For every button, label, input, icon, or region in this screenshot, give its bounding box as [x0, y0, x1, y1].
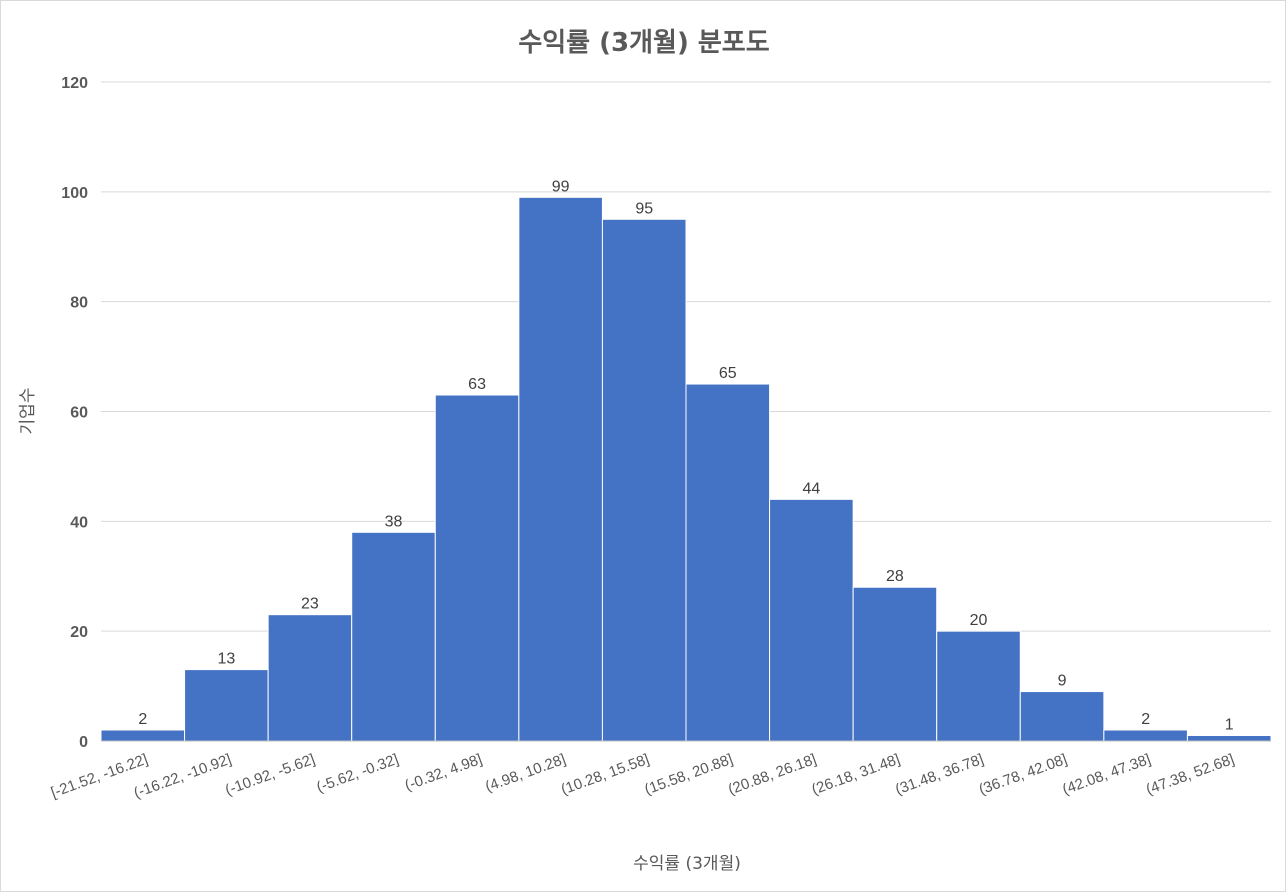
x-tick-label: (47.38, 52.68]	[1144, 751, 1237, 799]
data-label: 28	[886, 568, 904, 585]
x-tick-label: (-10.92, -5.62]	[223, 751, 317, 799]
bar	[936, 630, 1021, 742]
y-axis-ticks: 0 20 40 60 80 100 120	[61, 75, 88, 751]
data-label: 65	[719, 365, 737, 382]
bar	[685, 383, 771, 742]
x-tick-label: (10.28, 15.58]	[559, 751, 652, 799]
y-tick-label: 60	[70, 405, 88, 422]
data-label: 44	[802, 480, 820, 497]
bar	[351, 531, 436, 742]
data-label: 9	[1058, 673, 1067, 690]
data-label: 2	[138, 711, 147, 728]
y-tick-label: 80	[70, 295, 88, 312]
bars	[100, 196, 1272, 742]
y-axis-title: 기업수	[18, 388, 38, 435]
y-tick-label: 100	[61, 185, 88, 202]
data-label: 20	[970, 612, 988, 629]
bar	[601, 218, 687, 742]
data-labels: 2 13 23 38 63 99 95 65 44 28 20 9 2 1	[138, 178, 1233, 733]
y-tick-label: 20	[70, 624, 88, 641]
data-label: 23	[301, 596, 319, 613]
bar	[1019, 691, 1105, 742]
x-tick-label: (42.08, 47.38]	[1060, 751, 1153, 799]
x-tick-label: (15.58, 20.88]	[642, 751, 735, 799]
x-tick-label: (26.18, 31.48]	[809, 751, 902, 799]
data-label: 13	[217, 651, 235, 668]
y-tick-label: 120	[61, 75, 88, 92]
chart-title: 수익률 (3개월) 분포도	[518, 28, 769, 58]
data-label: 38	[385, 513, 403, 530]
x-tick-label: (4.98, 10.28]	[483, 751, 568, 796]
bar	[434, 394, 520, 742]
x-tick-label: (-5.62, -0.32]	[314, 751, 401, 796]
y-tick-label: 0	[79, 734, 88, 751]
bar	[518, 196, 603, 742]
x-tick-label: (20.88, 26.18]	[726, 751, 819, 799]
data-label: 63	[468, 376, 486, 393]
bar	[769, 498, 854, 742]
bar	[1103, 729, 1188, 742]
bar	[1186, 735, 1272, 742]
x-tick-label: (31.48, 36.78]	[893, 751, 986, 799]
data-label: 99	[552, 178, 570, 195]
data-label: 2	[1141, 711, 1150, 728]
x-axis-ticks: [-21.52, -16.22](-16.22, -10.92](-10.92,…	[49, 751, 1237, 802]
x-tick-label: (36.78, 42.08]	[977, 751, 1070, 799]
x-tick-label: (-0.32, 4.98]	[403, 751, 485, 795]
bar	[852, 586, 938, 742]
bar	[100, 729, 186, 742]
data-label: 95	[635, 200, 653, 217]
data-label: 1	[1225, 717, 1234, 734]
bar	[267, 614, 353, 742]
bar	[184, 669, 269, 742]
x-axis-title: 수익률 (3개월)	[633, 854, 741, 874]
y-tick-label: 40	[70, 514, 88, 531]
